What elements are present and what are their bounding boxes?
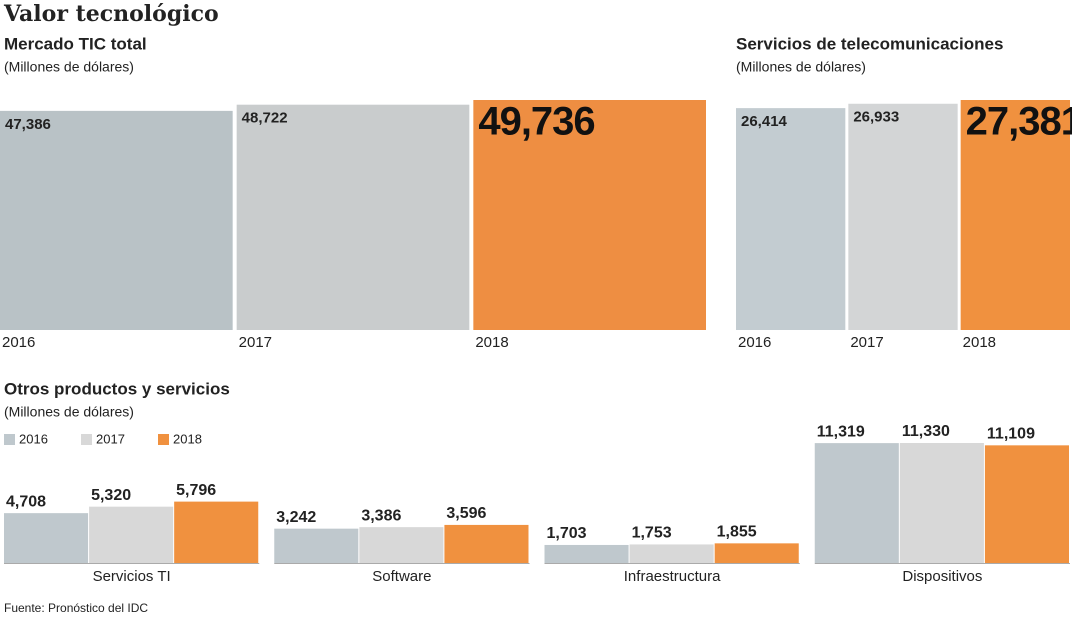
value-label: 27,381 xyxy=(966,100,1072,144)
x-tick-label: Servicios TI xyxy=(93,568,171,585)
value-label: 11,109 xyxy=(987,426,1035,443)
chart-title: Mercado TIC total xyxy=(4,34,147,53)
bar xyxy=(89,506,174,563)
bar xyxy=(714,543,799,563)
bar xyxy=(4,513,89,563)
bar xyxy=(960,100,1070,330)
value-label: 1,855 xyxy=(717,524,757,541)
bar xyxy=(444,524,529,563)
value-label: 11,319 xyxy=(817,423,865,440)
bar xyxy=(274,528,359,563)
bar xyxy=(629,544,714,563)
value-label: 47,386 xyxy=(5,116,51,133)
bar xyxy=(0,110,233,331)
bar xyxy=(984,445,1069,563)
value-label: 5,796 xyxy=(176,482,216,499)
bar xyxy=(544,544,629,563)
value-label: 5,320 xyxy=(91,487,131,504)
bar xyxy=(359,527,444,563)
x-tick-label: 2017 xyxy=(850,334,883,351)
legend-label: 2016 xyxy=(19,431,48,446)
legend-swatch xyxy=(158,434,169,445)
bar xyxy=(736,108,846,330)
chart-subtitle: (Millones de dólares) xyxy=(736,59,866,75)
x-tick-label: Dispositivos xyxy=(902,568,982,585)
legend-label: 2017 xyxy=(96,431,125,446)
main-title: Valor tecnológico xyxy=(3,1,219,27)
x-tick-label: 2017 xyxy=(239,334,272,351)
x-tick-label: 2018 xyxy=(475,334,508,351)
x-tick-label: Software xyxy=(372,568,431,585)
x-tick-label: Infraestructura xyxy=(624,568,721,585)
bar xyxy=(473,100,706,330)
legend-swatch xyxy=(81,434,92,445)
value-label: 49,736 xyxy=(478,100,594,144)
bar xyxy=(848,103,958,331)
source: Fuente: Pronóstico del IDC xyxy=(4,601,148,615)
x-tick-label: 2016 xyxy=(2,334,35,351)
chart-subtitle: (Millones de dólares) xyxy=(4,404,134,420)
value-label: 1,753 xyxy=(632,525,672,542)
value-label: 11,330 xyxy=(902,423,950,440)
chart-title: Servicios de telecomunicaciones xyxy=(736,34,1003,53)
value-label: 3,596 xyxy=(446,505,486,522)
bar xyxy=(814,443,899,563)
value-label: 26,933 xyxy=(853,109,899,126)
x-tick-label: 2018 xyxy=(963,334,996,351)
chart-subtitle: (Millones de dólares) xyxy=(4,59,134,75)
bar xyxy=(899,443,984,563)
chart-title: Otros productos y servicios xyxy=(4,379,230,398)
bar xyxy=(174,501,259,563)
legend-swatch xyxy=(4,434,15,445)
legend-label: 2018 xyxy=(173,431,202,446)
value-label: 1,703 xyxy=(547,525,587,542)
value-label: 4,708 xyxy=(6,493,46,510)
x-tick-label: 2016 xyxy=(738,334,771,351)
value-label: 3,242 xyxy=(276,509,316,526)
value-label: 26,414 xyxy=(741,113,788,130)
value-label: 48,722 xyxy=(242,110,288,127)
bar xyxy=(236,104,470,331)
value-label: 3,386 xyxy=(361,507,401,524)
